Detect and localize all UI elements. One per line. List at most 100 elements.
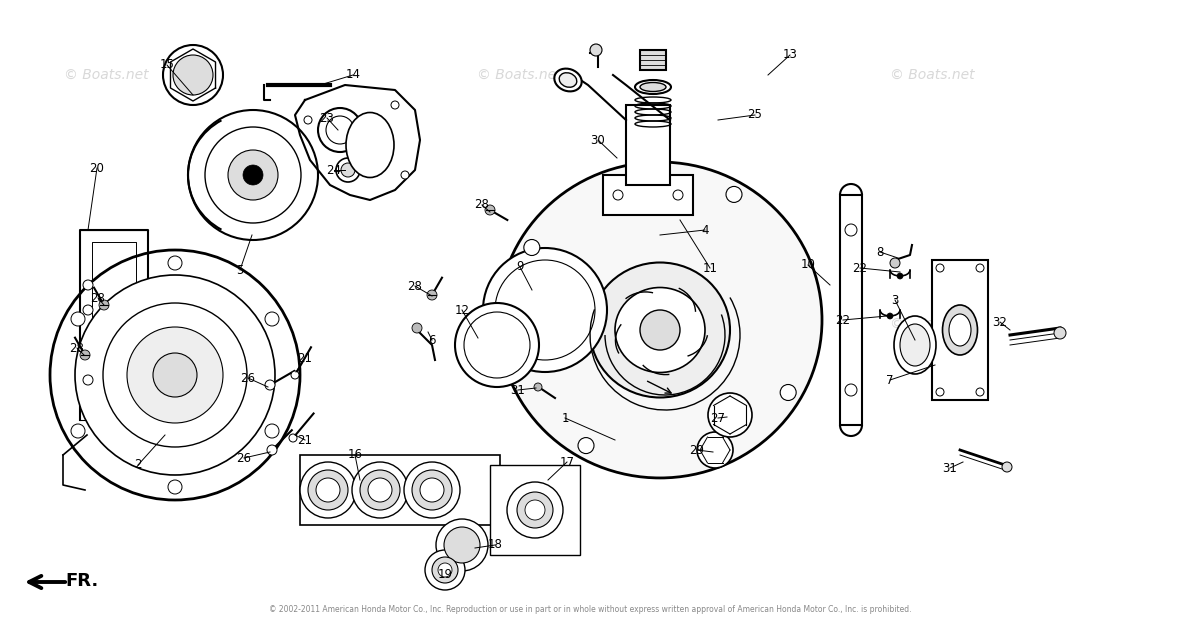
Circle shape: [153, 353, 197, 397]
Circle shape: [845, 224, 857, 236]
Circle shape: [673, 190, 683, 200]
Circle shape: [289, 434, 297, 442]
Circle shape: [50, 250, 300, 500]
Circle shape: [780, 384, 796, 401]
Circle shape: [612, 190, 623, 200]
Text: 30: 30: [591, 134, 605, 147]
Text: 5: 5: [236, 264, 244, 277]
Circle shape: [425, 550, 465, 590]
Ellipse shape: [590, 262, 730, 397]
Text: 22: 22: [852, 261, 867, 274]
Circle shape: [427, 290, 437, 300]
Text: 11: 11: [702, 261, 717, 274]
Circle shape: [368, 478, 392, 502]
Circle shape: [205, 127, 301, 223]
Circle shape: [887, 313, 893, 319]
Bar: [840, 195, 863, 425]
Circle shape: [336, 158, 360, 182]
Circle shape: [228, 150, 278, 200]
Bar: [640, 50, 666, 70]
Circle shape: [590, 44, 602, 56]
Text: 12: 12: [454, 304, 470, 317]
Circle shape: [1002, 462, 1012, 472]
Circle shape: [341, 163, 355, 177]
Circle shape: [352, 462, 408, 518]
Bar: [603, 175, 693, 215]
Circle shape: [304, 116, 312, 124]
Text: © 2002-2011 American Honda Motor Co., Inc. Reproduction or use in part or in who: © 2002-2011 American Honda Motor Co., In…: [269, 605, 911, 615]
Circle shape: [412, 470, 452, 510]
Text: 25: 25: [748, 108, 762, 121]
Text: 8: 8: [877, 246, 884, 259]
Text: 20: 20: [90, 162, 105, 175]
Text: 17: 17: [559, 455, 575, 468]
Circle shape: [485, 205, 494, 215]
Ellipse shape: [943, 305, 977, 355]
Text: 21: 21: [297, 351, 313, 364]
Text: 28: 28: [407, 279, 422, 292]
Circle shape: [168, 256, 182, 270]
Ellipse shape: [900, 324, 930, 366]
Text: 19: 19: [438, 569, 452, 582]
Circle shape: [494, 260, 595, 360]
Text: 9: 9: [517, 261, 524, 274]
Text: 32: 32: [992, 315, 1008, 328]
Circle shape: [83, 375, 93, 385]
Circle shape: [316, 478, 340, 502]
Circle shape: [391, 101, 399, 109]
Text: 14: 14: [346, 68, 361, 81]
Circle shape: [326, 116, 354, 144]
Circle shape: [976, 264, 984, 272]
Circle shape: [76, 275, 275, 475]
Text: 16: 16: [347, 448, 362, 462]
Circle shape: [83, 280, 93, 290]
Bar: [932, 260, 988, 400]
Circle shape: [455, 303, 539, 387]
Circle shape: [308, 470, 348, 510]
Circle shape: [438, 563, 452, 577]
Text: 28: 28: [91, 292, 105, 305]
Circle shape: [936, 264, 944, 272]
Circle shape: [168, 480, 182, 494]
Ellipse shape: [555, 68, 582, 91]
Text: 1: 1: [562, 412, 569, 424]
Text: 24: 24: [327, 164, 341, 177]
Circle shape: [317, 108, 362, 152]
Text: 27: 27: [710, 412, 726, 424]
Text: 21: 21: [297, 434, 313, 447]
Circle shape: [300, 462, 356, 518]
Ellipse shape: [346, 113, 394, 177]
Text: © Boats.net: © Boats.net: [477, 68, 562, 81]
Circle shape: [432, 557, 458, 583]
Circle shape: [524, 239, 539, 256]
Ellipse shape: [498, 162, 822, 478]
Text: © Boats.net: © Boats.net: [477, 317, 562, 330]
Circle shape: [640, 310, 680, 350]
Circle shape: [578, 437, 594, 453]
Circle shape: [897, 273, 903, 279]
Circle shape: [517, 492, 553, 528]
Circle shape: [483, 248, 607, 372]
Ellipse shape: [949, 314, 971, 346]
Text: 13: 13: [782, 49, 798, 62]
Circle shape: [266, 424, 278, 438]
Text: 4: 4: [701, 223, 709, 236]
Text: 29: 29: [689, 443, 704, 457]
Bar: [300, 455, 500, 525]
Circle shape: [99, 300, 109, 310]
Circle shape: [412, 323, 422, 333]
Circle shape: [708, 393, 752, 437]
Ellipse shape: [894, 316, 936, 374]
Circle shape: [103, 303, 247, 447]
Circle shape: [890, 258, 900, 268]
Circle shape: [71, 312, 85, 326]
Text: 23: 23: [320, 111, 334, 124]
Text: 26: 26: [241, 371, 256, 384]
Circle shape: [401, 171, 409, 179]
Text: 28: 28: [70, 341, 85, 355]
Circle shape: [444, 527, 480, 563]
Circle shape: [80, 350, 90, 360]
Circle shape: [697, 432, 733, 468]
Text: 22: 22: [835, 313, 851, 327]
Text: © Boats.net: © Boats.net: [64, 68, 149, 81]
